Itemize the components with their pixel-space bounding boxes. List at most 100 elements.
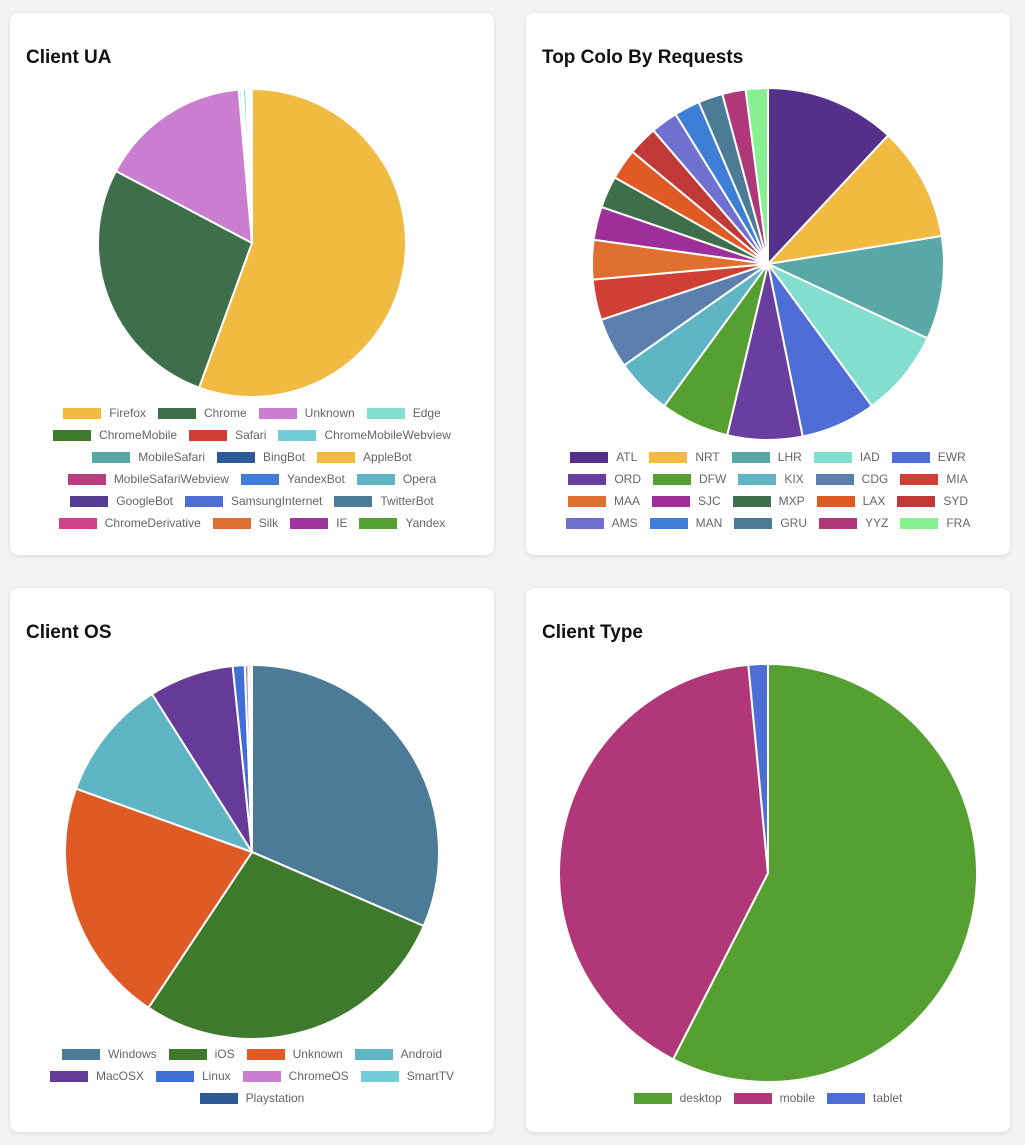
legend-swatch	[652, 473, 691, 485]
legend-item-lax[interactable]: LAX	[816, 490, 886, 512]
legend-item-chromemobile[interactable]: ChromeMobile	[53, 424, 177, 446]
legend-swatch	[67, 473, 106, 485]
legend-item-maa[interactable]: MAA	[567, 490, 640, 512]
legend-swatch	[58, 517, 97, 529]
legend-item-windows[interactable]: Windows	[61, 1043, 157, 1065]
legend-item-firefox[interactable]: Firefox	[63, 402, 146, 424]
legend-item-edge[interactable]: Edge	[366, 402, 441, 424]
legend-item-ios[interactable]: iOS	[168, 1043, 235, 1065]
pie-slice-iad[interactable]	[767, 263, 929, 408]
legend-label: Linux	[201, 1069, 231, 1083]
pie-slice-atl[interactable]	[767, 86, 890, 267]
pie-slice-nrt[interactable]	[765, 134, 943, 266]
pie-slice-chrome[interactable]	[97, 169, 254, 389]
legend-label: ORD	[614, 472, 641, 486]
legend-item-man[interactable]: MAN	[649, 512, 722, 534]
legend-label: MIA	[946, 472, 968, 486]
legend-item-silk[interactable]: Silk	[212, 512, 279, 534]
pie-slice-windows[interactable]	[251, 663, 440, 928]
pie-slice-mobile[interactable]	[558, 663, 770, 1061]
legend-item-iad[interactable]: IAD	[813, 446, 880, 468]
legend-item-atl[interactable]: ATL	[570, 446, 637, 468]
legend-item-gru[interactable]: GRU	[734, 512, 807, 534]
pie-slice-unknown[interactable]	[114, 88, 254, 245]
pie-slice-fra[interactable]	[744, 86, 769, 265]
legend-item-nrt[interactable]: NRT	[649, 446, 720, 468]
legend-swatch	[356, 473, 395, 485]
legend-item-sjc[interactable]: SJC	[651, 490, 721, 512]
legend-label: MobileSafariWebview	[113, 472, 229, 486]
legend-item-chromederivative[interactable]: ChromeDerivative	[58, 512, 201, 534]
legend-item-cdg[interactable]: CDG	[815, 468, 889, 490]
legend-item-ewr[interactable]: EWR	[891, 446, 966, 468]
legend-item-yandexbot[interactable]: YandexBot	[240, 468, 345, 490]
legend-item-syd[interactable]: SYD	[897, 490, 968, 512]
legend-label: BingBot	[262, 450, 306, 464]
legend-swatch	[317, 451, 356, 463]
legend-label: MXP	[778, 494, 805, 508]
legend-item-mia[interactable]: MIA	[900, 468, 968, 490]
pie-slice-playstation[interactable]	[249, 663, 253, 853]
legend-item-mobilesafari[interactable]: MobileSafari	[92, 446, 205, 468]
legend-item-dfw[interactable]: DFW	[652, 468, 727, 490]
legend-item-linux[interactable]: Linux	[155, 1065, 231, 1087]
legend-label: ChromeOS	[288, 1069, 349, 1083]
legend-item-chromeos[interactable]: ChromeOS	[242, 1065, 349, 1087]
legend-item-tablet[interactable]: tablet	[827, 1087, 902, 1109]
legend-label: DFW	[698, 472, 727, 486]
legend-item-chromemobilewebview[interactable]: ChromeMobileWebview	[278, 424, 451, 446]
legend-swatch	[290, 517, 329, 529]
pie-slice-firefox[interactable]	[197, 87, 407, 398]
legend-swatch	[360, 1070, 399, 1082]
legend-label: FRA	[946, 516, 971, 530]
legend-swatch	[359, 517, 398, 529]
legend-item-lhr[interactable]: LHR	[731, 446, 802, 468]
legend-label: CDG	[861, 472, 889, 486]
legend-item-smarttv[interactable]: SmartTV	[360, 1065, 455, 1087]
legend-item-macosx[interactable]: MacOSX	[49, 1065, 144, 1087]
legend-item-mobilesafariwebview[interactable]: MobileSafariWebview	[67, 468, 229, 490]
legend-label: SmartTV	[406, 1069, 455, 1083]
legend-item-desktop[interactable]: desktop	[633, 1087, 722, 1109]
legend-item-mobile[interactable]: mobile	[733, 1087, 815, 1109]
pie-slice-lhr[interactable]	[764, 234, 945, 340]
legend-label: Silk	[258, 516, 279, 530]
legend-item-unknown[interactable]: Unknown	[246, 1043, 343, 1065]
legend-swatch	[813, 451, 852, 463]
legend-label: SYD	[943, 494, 969, 508]
legend-item-safari[interactable]: Safari	[189, 424, 266, 446]
legend-item-yyz[interactable]: YYZ	[819, 512, 888, 534]
legend-item-android[interactable]: Android	[354, 1043, 442, 1065]
pie-slice-unknown[interactable]	[64, 787, 254, 1010]
client-ua-pie-chart	[97, 87, 407, 398]
legend-label: Safari	[235, 428, 267, 442]
legend-item-opera[interactable]: Opera	[356, 468, 436, 490]
legend-item-kix[interactable]: KIX	[738, 468, 804, 490]
legend-label: YYZ	[865, 516, 889, 530]
legend-item-chrome[interactable]: Chrome	[157, 402, 247, 424]
pie-slice-tablet[interactable]	[747, 662, 769, 874]
legend-item-fra[interactable]: FRA	[900, 512, 970, 534]
legend-swatch	[189, 429, 228, 441]
pie-slice-android[interactable]	[74, 692, 255, 854]
legend-item-unknown[interactable]: Unknown	[258, 402, 355, 424]
legend-item-twitterbot[interactable]: TwitterBot	[334, 490, 434, 512]
legend-item-googlebot[interactable]: GoogleBot	[70, 490, 173, 512]
legend-item-bingbot[interactable]: BingBot	[216, 446, 306, 468]
legend-item-ie[interactable]: IE	[290, 512, 347, 534]
legend-item-ams[interactable]: AMS	[565, 512, 638, 534]
legend-swatch	[816, 495, 855, 507]
legend-item-mxp[interactable]: MXP	[732, 490, 805, 512]
pie-slice-desktop[interactable]	[671, 662, 978, 1083]
pie-slice-ios[interactable]	[147, 850, 426, 1040]
legend-item-applebot[interactable]: AppleBot	[317, 446, 412, 468]
client-ua-card: Client UA Firefox Chrome Unknown Edge Chrome…	[10, 13, 494, 555]
legend-item-playstation[interactable]: Playstation	[199, 1087, 304, 1109]
legend-label: KIX	[784, 472, 804, 486]
legend-label: LAX	[862, 494, 886, 508]
legend-item-samsunginternet[interactable]: SamsungInternet	[184, 490, 322, 512]
legend-item-yandex[interactable]: Yandex	[359, 512, 445, 534]
legend-swatch	[651, 495, 690, 507]
legend-item-ord[interactable]: ORD	[568, 468, 641, 490]
legend-label: tablet	[873, 1091, 903, 1105]
